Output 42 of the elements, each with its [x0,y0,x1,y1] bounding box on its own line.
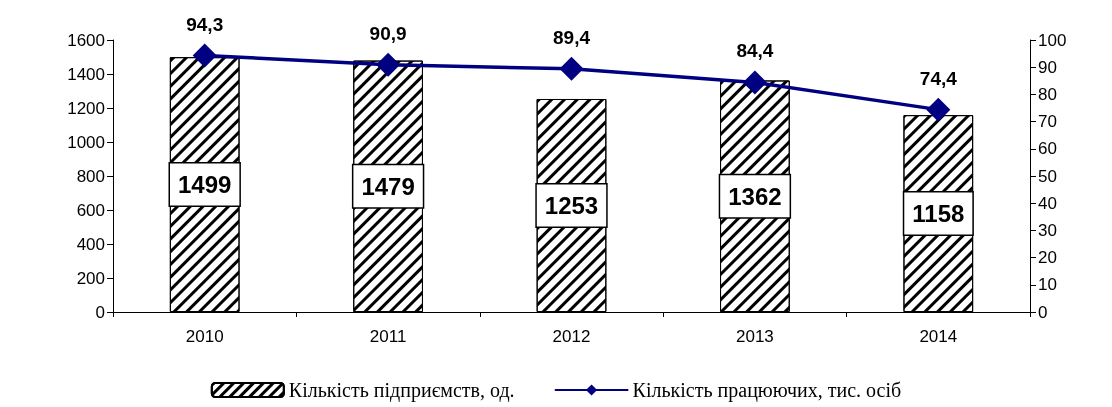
data-label: 94,3 [186,13,224,35]
point [559,56,584,81]
data-label: 84,4 [736,40,774,62]
data-label: 90,9 [369,22,407,44]
point [376,52,401,77]
data-label: 1158 [912,200,965,228]
data-label: 74,4 [919,67,958,89]
y2-tick-label: 10 [1038,275,1057,295]
y2-tick-label: 100 [1038,30,1067,50]
y-tick-label: 200 [76,268,105,288]
y-tick-label: 1200 [67,98,105,118]
y-tick-label: 400 [76,234,105,254]
y-tick-label: 1400 [67,64,105,84]
x-tick-label: 2014 [919,327,958,346]
y-tick-label: 1600 [67,30,105,50]
y2-tick-label: 90 [1038,57,1057,77]
data-label: 1479 [361,172,415,200]
y2-tick-label: 30 [1038,220,1057,240]
x-tick-label: 2010 [185,327,224,346]
y2-tick-label: 60 [1038,139,1057,159]
y2-tick-label: 0 [1038,302,1048,322]
y-tick-label: 0 [95,302,105,322]
y-tick-label: 800 [76,166,105,186]
y2-tick-label: 50 [1038,166,1057,186]
legend-label: Кількість працюючих, тис. осіб [632,379,902,402]
y2-tick-label: 40 [1038,193,1057,213]
data-label: 89,4 [553,26,591,48]
data-label: 1253 [544,191,599,219]
y2-tick-label: 70 [1038,112,1057,132]
y-tick-label: 1000 [67,132,105,152]
point [192,43,217,68]
x-tick-label: 2012 [552,327,591,346]
y2-tick-label: 20 [1038,248,1057,268]
point [926,97,951,122]
x-tick-label: 2011 [369,327,407,346]
legend-label: Кількість підприємств, од. [288,379,515,402]
data-label: 1499 [178,171,232,199]
x-tick-label: 2013 [735,327,774,346]
data-label: 1362 [728,182,782,210]
y-tick-label: 600 [76,200,105,220]
point [742,70,767,95]
y2-tick-label: 80 [1038,84,1057,104]
